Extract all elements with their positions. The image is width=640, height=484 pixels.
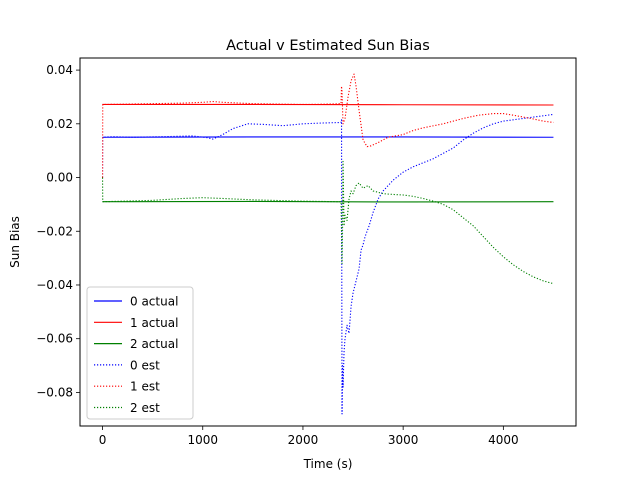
legend-label: 1 est xyxy=(130,380,160,394)
y-tick-label: −0.04 xyxy=(36,278,73,292)
y-tick-label: −0.02 xyxy=(36,224,73,238)
x-tick-label: 1000 xyxy=(187,433,218,447)
x-tick-label: 4000 xyxy=(488,433,519,447)
y-tick-label: −0.06 xyxy=(36,332,73,346)
x-tick-label: 3000 xyxy=(388,433,419,447)
y-tick-label: 0.00 xyxy=(46,171,73,185)
y-axis-label: Sun Bias xyxy=(8,216,22,268)
legend-label: 0 est xyxy=(130,358,160,372)
x-tick-label: 0 xyxy=(99,433,107,447)
legend-label: 0 actual xyxy=(130,295,178,309)
y-tick-label: 0.02 xyxy=(46,117,73,131)
y-tick-label: −0.08 xyxy=(36,385,73,399)
x-tick-label: 2000 xyxy=(288,433,319,447)
x-axis-label: Time (s) xyxy=(303,457,353,471)
legend: 0 actual 1 actual 2 actual 0 est 1 est 2 est xyxy=(87,287,193,419)
series-line-1-actual xyxy=(103,104,554,105)
y-tick-label: 0.04 xyxy=(46,63,73,77)
legend-label: 1 actual xyxy=(130,316,178,330)
legend-label: 2 est xyxy=(130,401,160,415)
chart-title: Actual v Estimated Sun Bias xyxy=(226,38,430,54)
legend-label: 2 actual xyxy=(130,337,178,351)
